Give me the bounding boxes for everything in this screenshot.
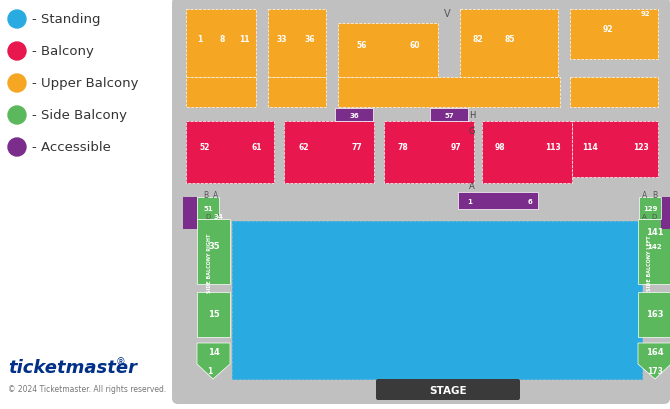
Text: - Accessible: - Accessible [32,141,111,154]
Text: 15: 15 [208,310,220,319]
Text: SIDE BALCONY LEFT: SIDE BALCONY LEFT [647,235,653,290]
Text: 78: 78 [397,143,409,152]
Text: D: D [206,213,210,220]
Text: B: B [653,191,657,200]
Text: 33: 33 [277,36,287,45]
Bar [268,78,326,108]
FancyBboxPatch shape [376,379,520,400]
Text: 114: 114 [582,143,598,152]
Bar [338,24,438,78]
Bar [284,122,374,184]
Bar [638,292,670,337]
Bar [268,10,326,78]
Text: STAGE: STAGE [429,385,467,395]
Text: 62: 62 [299,143,310,152]
Bar [458,193,538,209]
Text: 92: 92 [603,25,613,34]
Text: A: A [216,213,220,220]
Bar [460,10,558,78]
Bar [661,198,670,229]
Text: 52: 52 [200,143,210,152]
Bar [186,122,274,184]
Text: 1: 1 [208,366,212,375]
Text: 142: 142 [648,243,663,249]
Circle shape [8,139,26,157]
Text: G: G [469,127,475,136]
Text: 164: 164 [646,348,664,357]
Text: 61: 61 [252,143,262,152]
Text: SIDE BALCONY RIGHT: SIDE BALCONY RIGHT [206,233,212,292]
Bar [482,122,572,184]
Text: A: A [643,191,648,200]
Circle shape [8,107,26,125]
Text: 92: 92 [641,11,650,17]
Bar [638,220,670,284]
Bar [570,10,658,60]
Text: - Balcony: - Balcony [32,45,94,58]
Text: A: A [213,191,218,200]
Text: ticketmaster: ticketmaster [8,358,137,376]
Text: 98: 98 [494,143,505,152]
Text: 123: 123 [633,143,649,152]
Text: 11: 11 [239,36,249,45]
Text: 60: 60 [410,41,420,50]
Text: 51: 51 [203,205,213,211]
Bar [197,198,219,220]
Text: 77: 77 [352,143,362,152]
Text: 56: 56 [357,41,367,50]
Bar [572,122,658,178]
Bar [197,292,230,337]
Text: 173: 173 [647,366,663,375]
Text: 82: 82 [473,36,483,45]
Bar [186,78,256,108]
Text: © 2024 Ticketmaster. All rights reserved.: © 2024 Ticketmaster. All rights reserved… [8,384,166,393]
Bar [197,220,230,284]
Bar [338,78,560,108]
Bar [639,198,661,220]
Text: H: H [469,111,475,120]
Text: - Upper Balcony: - Upper Balcony [32,77,139,90]
Text: - Standing: - Standing [32,13,100,27]
Bar [232,221,642,379]
Text: 163: 163 [647,310,664,319]
Text: 113: 113 [545,143,561,152]
Text: 1: 1 [198,36,202,45]
Text: 129: 129 [643,205,657,211]
Text: 14: 14 [208,348,220,357]
Bar [384,122,474,184]
Bar [430,109,468,122]
Text: 35: 35 [208,242,220,251]
Text: 8: 8 [219,36,224,45]
Text: 6: 6 [527,198,533,204]
Text: 85: 85 [505,36,515,45]
Bar [183,198,197,229]
Text: A: A [469,182,475,191]
Circle shape [8,43,26,61]
Text: 57: 57 [444,113,454,119]
Text: 97: 97 [451,143,462,152]
Text: B: B [204,191,208,200]
Text: 34: 34 [213,213,223,220]
Text: 1: 1 [468,198,472,204]
Bar [186,10,256,78]
Text: 141: 141 [646,228,664,237]
Polygon shape [638,343,670,379]
Text: A: A [642,213,647,220]
Text: 36: 36 [305,36,316,45]
Bar [570,78,658,108]
Text: D: D [651,213,657,220]
Text: 36: 36 [349,113,359,119]
Bar [335,109,373,122]
Text: ®: ® [116,356,126,366]
Text: - Side Balcony: - Side Balcony [32,109,127,122]
Circle shape [8,11,26,29]
FancyBboxPatch shape [172,0,670,404]
Text: V: V [444,9,450,19]
Circle shape [8,75,26,93]
Polygon shape [197,343,230,379]
